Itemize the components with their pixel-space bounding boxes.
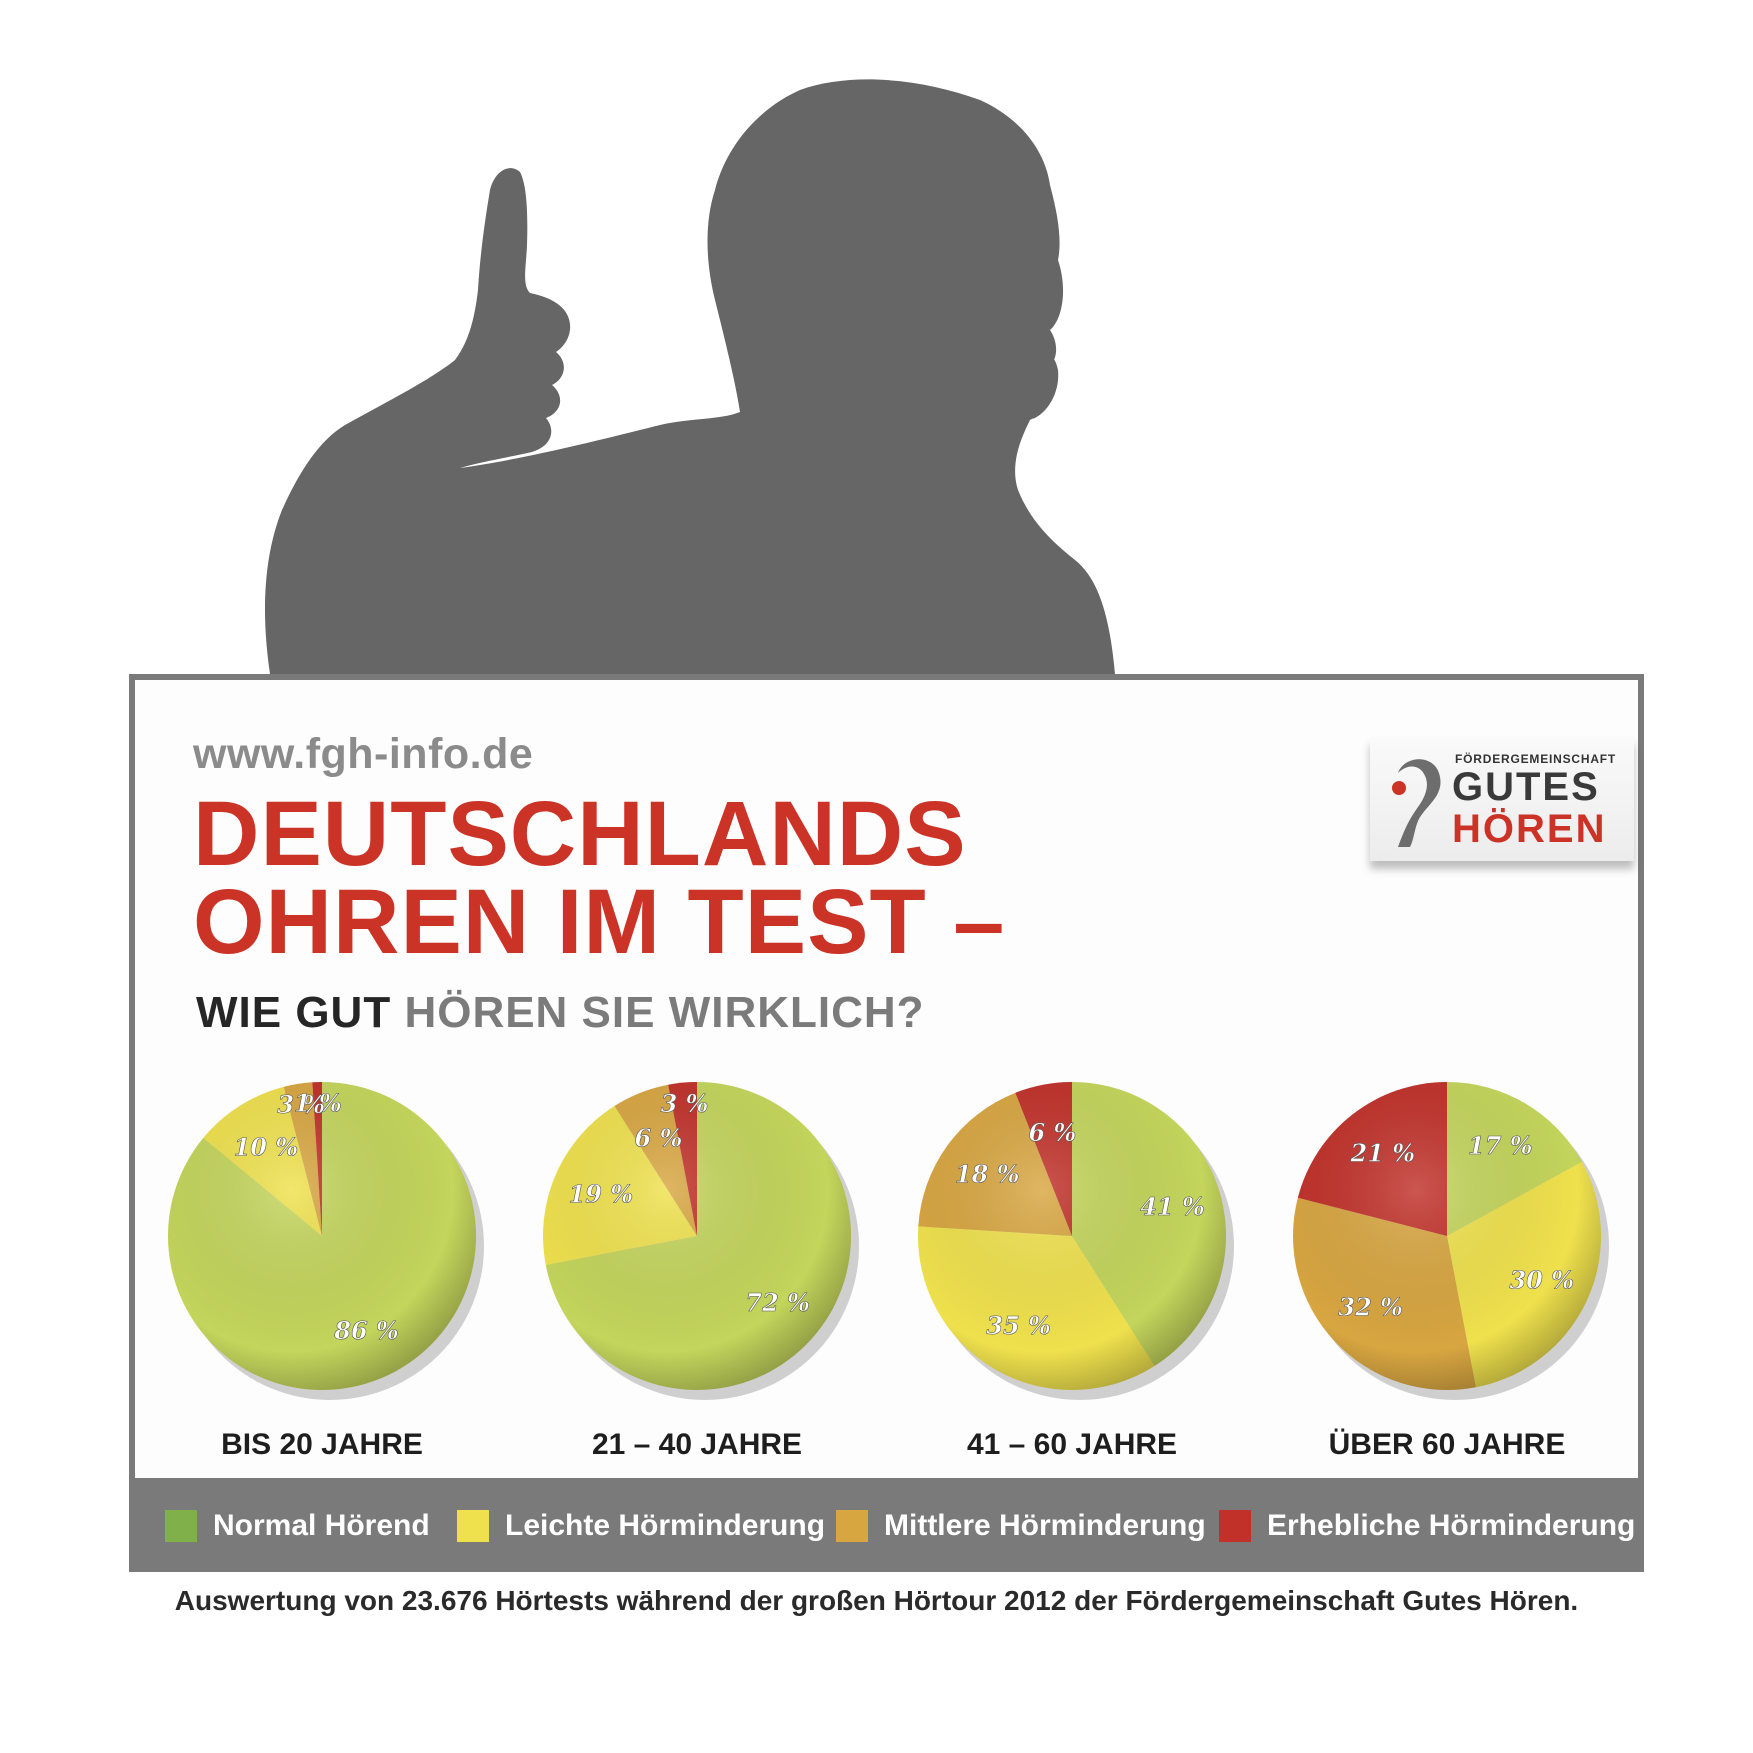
pie-chart-1: 86 % 10 % 3 %1 % bbox=[167, 1082, 484, 1400]
pie-data-label: 17 % bbox=[1468, 1131, 1533, 1160]
pie-data-label: 32 % bbox=[1338, 1293, 1403, 1322]
pie-data-label: 18 % bbox=[955, 1159, 1020, 1188]
legend-item-normal: Normal Hörend bbox=[165, 1509, 430, 1543]
pie-data-label: 30 % bbox=[1509, 1266, 1574, 1295]
pie-data-label: 6 % bbox=[1028, 1118, 1076, 1147]
pie-gloss bbox=[918, 1082, 1226, 1390]
pie-gloss bbox=[543, 1082, 851, 1390]
page-title: DEUTSCHLANDS OHREN IM TEST – bbox=[193, 783, 1006, 973]
logo-line-1: GUTES bbox=[1452, 765, 1600, 809]
pie-chart-3: 41 % 35 % 18 % 6 % bbox=[918, 1082, 1234, 1400]
pie-gloss bbox=[168, 1082, 476, 1390]
pie-data-label: 6 % bbox=[635, 1124, 683, 1153]
legend-swatch-normal bbox=[165, 1510, 197, 1542]
website-url[interactable]: www.fgh-info.de bbox=[193, 730, 534, 778]
pie-data-label: 3 % bbox=[277, 1090, 325, 1119]
fgh-logo: FÖRDERGEMEINSCHAFT GUTES HÖREN bbox=[1370, 737, 1634, 861]
caption: Auswertung von 23.676 Hörtests während d… bbox=[174, 1585, 1579, 1616]
title-line-1: DEUTSCHLANDS bbox=[193, 783, 967, 885]
pie-title-1: BIS 20 JAHRE bbox=[221, 1428, 423, 1461]
pie-chart-2: 72 % 19 %6 % 3 % bbox=[543, 1082, 859, 1400]
pie-data-label: 3 % bbox=[661, 1089, 709, 1118]
hand-at-ear bbox=[1009, 349, 1059, 419]
silhouette-body bbox=[265, 79, 1116, 674]
subtitle: WIE GUT HÖREN SIE WIRKLICH? bbox=[196, 988, 925, 1038]
ear-logo-dot bbox=[1392, 781, 1406, 795]
legend-item-erheblich: Erhebliche Hörminderung bbox=[1219, 1509, 1635, 1543]
ear-logo-icon bbox=[1392, 759, 1441, 847]
title-line-2: OHREN IM TEST – bbox=[193, 871, 1006, 973]
pie-data-label: 1 % bbox=[294, 1089, 342, 1118]
logo-small-text: FÖRDERGEMEINSCHAFT bbox=[1455, 752, 1617, 766]
legend-label-mittel: Mittlere Hörminderung bbox=[884, 1509, 1206, 1542]
legend-item-leicht: Leichte Hörminderung bbox=[457, 1509, 825, 1543]
legend-label-erheblich: Erhebliche Hörminderung bbox=[1267, 1509, 1636, 1542]
legend-label-leicht: Leichte Hörminderung bbox=[505, 1509, 826, 1542]
legend-label-normal: Normal Hörend bbox=[213, 1509, 430, 1542]
legend: Normal Hörend Leichte Hörminderung Mittl… bbox=[129, 1478, 1644, 1572]
pie-title-4: ÜBER 60 JAHRE bbox=[1328, 1428, 1566, 1461]
pie-data-label: 10 % bbox=[234, 1133, 299, 1162]
pie-data-label: 72 % bbox=[745, 1288, 810, 1317]
pie-charts: 86 %10 %3 %1 %72 %19 %6 %3 %41 %35 %18 %… bbox=[167, 1082, 1609, 1400]
pie-data-label: 21 % bbox=[1350, 1138, 1416, 1167]
legend-item-mittel: Mittlere Hörminderung bbox=[836, 1509, 1206, 1543]
pie-data-label: 86 % bbox=[333, 1316, 399, 1345]
pie-data-label: 41 % bbox=[1140, 1192, 1205, 1221]
legend-swatch-erheblich bbox=[1219, 1510, 1251, 1542]
ear-logo-shape bbox=[1398, 759, 1441, 847]
person-silhouette bbox=[265, 79, 1116, 674]
legend-swatch-mittel bbox=[836, 1510, 868, 1542]
pie-data-label: 35 % bbox=[986, 1311, 1051, 1340]
legend-swatch-leicht bbox=[457, 1510, 489, 1542]
logo-line-2: HÖREN bbox=[1452, 807, 1607, 851]
pie-title-3: 41 – 60 JAHRE bbox=[966, 1428, 1178, 1461]
pie-data-label: 19 % bbox=[569, 1179, 634, 1208]
pie-gloss bbox=[1293, 1082, 1601, 1390]
subtitle-grey: HÖREN SIE WIRKLICH? bbox=[404, 988, 925, 1037]
pie-title-2: 21 – 40 JAHRE bbox=[591, 1428, 803, 1461]
pie-chart-4: 17 % 30 % 32 % 21 % bbox=[1293, 1082, 1609, 1400]
subtitle-dark: WIE GUT bbox=[196, 988, 392, 1037]
